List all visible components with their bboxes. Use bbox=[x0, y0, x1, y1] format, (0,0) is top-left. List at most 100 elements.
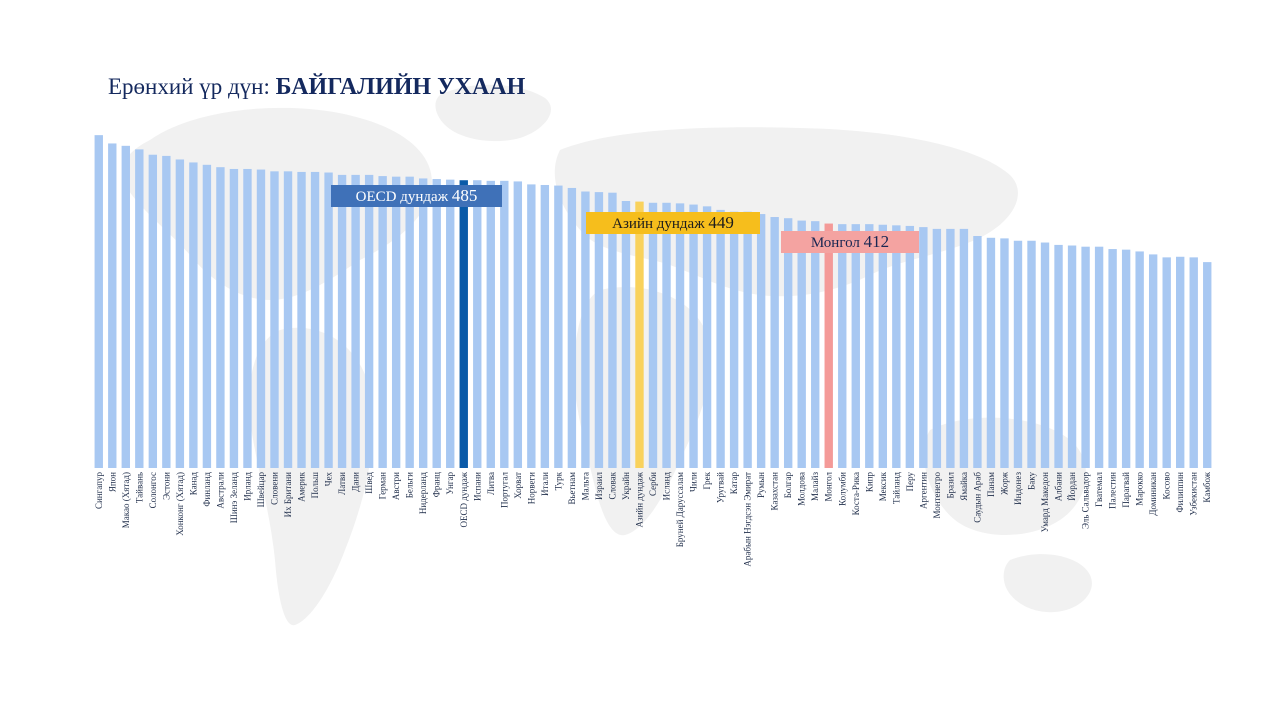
asia-callout-label: Азийн дундаж bbox=[612, 216, 705, 232]
bar-68 bbox=[1013, 240, 1023, 468]
bar-27 bbox=[459, 180, 468, 469]
bar-2 bbox=[121, 145, 130, 468]
x-tick-label-39: Украйн bbox=[621, 472, 631, 500]
bar-77 bbox=[1135, 251, 1144, 468]
bar-78 bbox=[1148, 254, 1158, 468]
x-tick-label-42: Исланд bbox=[662, 472, 672, 501]
x-tick-label-37: Израил bbox=[594, 471, 604, 499]
bar-35 bbox=[567, 187, 577, 468]
title-prefix: Ерөнхий үр дүн: bbox=[108, 74, 276, 99]
x-tick-label-32: Норвеги bbox=[526, 472, 536, 504]
x-tick-label-46: Уругвай bbox=[716, 472, 726, 503]
x-tick-label-9: Австрали bbox=[215, 472, 225, 509]
bar-17 bbox=[324, 172, 333, 468]
bar-64 bbox=[959, 228, 969, 468]
oecd-callout-label: OECD дундаж bbox=[355, 189, 449, 205]
x-tick-label-81: Узбекистан bbox=[1189, 472, 1199, 516]
x-tick-label-59: Тайланд bbox=[891, 472, 901, 504]
x-tick-label-71: Албани bbox=[1054, 472, 1064, 501]
x-tick-label-52: Молдова bbox=[797, 472, 807, 506]
x-tick-label-79: Косово bbox=[1162, 472, 1172, 500]
bar-82 bbox=[1203, 262, 1212, 468]
bar-16 bbox=[310, 171, 320, 468]
x-tick-label-25: Франц bbox=[432, 472, 442, 497]
x-tick-label-82: Камбож bbox=[1202, 471, 1212, 502]
bar-73 bbox=[1081, 246, 1090, 468]
x-tick-label-26: Унгар bbox=[445, 472, 455, 495]
bar-29 bbox=[486, 180, 495, 468]
x-tick-label-2: Макао (Хятад) bbox=[121, 472, 131, 528]
bar-54 bbox=[824, 223, 833, 468]
bar-56 bbox=[851, 224, 860, 468]
bar-45 bbox=[702, 206, 712, 468]
bar-72 bbox=[1067, 245, 1077, 468]
x-tick-label-63: Бразил bbox=[945, 471, 955, 498]
x-tick-label-67: Жорж bbox=[999, 471, 1009, 495]
bar-38 bbox=[608, 192, 617, 468]
bar-33 bbox=[540, 184, 550, 469]
bar-43 bbox=[675, 203, 685, 468]
x-tick-label-22: Австри bbox=[391, 472, 401, 500]
x-tick-label-12: Швейцар bbox=[256, 472, 266, 508]
bar-47 bbox=[729, 211, 739, 468]
x-tick-label-68: Индонез bbox=[1013, 472, 1023, 505]
bar-58 bbox=[878, 224, 887, 468]
x-tick-label-18: Латви bbox=[337, 472, 347, 495]
bar-23 bbox=[405, 176, 414, 469]
x-tick-label-77: Марокко bbox=[1135, 472, 1145, 506]
bar-71 bbox=[1054, 244, 1063, 468]
x-tick-label-13: Словени bbox=[269, 472, 279, 505]
x-tick-label-53: Малайз bbox=[810, 472, 820, 501]
x-tick-label-45: Грек bbox=[702, 471, 712, 489]
x-tick-label-17: Чех bbox=[324, 472, 334, 487]
x-tick-label-57: Кипр bbox=[864, 472, 874, 493]
bar-6 bbox=[175, 159, 185, 468]
bar-4 bbox=[148, 154, 158, 468]
x-tick-label-20: Швед bbox=[364, 472, 374, 494]
x-tick-label-72: Йордан bbox=[1067, 472, 1077, 501]
bar-52 bbox=[797, 220, 806, 468]
bar-26 bbox=[446, 179, 455, 468]
bar-42 bbox=[662, 202, 671, 468]
bar-3 bbox=[135, 149, 144, 468]
bar-40 bbox=[635, 201, 644, 468]
x-tick-label-5: Эстони bbox=[161, 472, 171, 500]
x-tick-label-78: Доминикан bbox=[1148, 472, 1158, 516]
x-tick-label-50: Казахстан bbox=[770, 472, 780, 511]
bar-49 bbox=[756, 214, 766, 468]
x-tick-label-36: Мальта bbox=[580, 472, 590, 500]
bar-7 bbox=[189, 162, 198, 468]
asia-callout-value: 449 bbox=[708, 213, 734, 232]
x-tick-label-30: Португал bbox=[499, 471, 509, 507]
x-tick-label-44: Чили bbox=[689, 472, 699, 492]
bar-28 bbox=[473, 180, 482, 469]
bar-70 bbox=[1040, 242, 1050, 468]
bar-0 bbox=[94, 135, 103, 468]
bar-48 bbox=[743, 211, 752, 468]
x-tick-label-58: Мексик bbox=[878, 471, 888, 501]
x-tick-label-1: Япон bbox=[107, 472, 117, 492]
x-tick-label-6: Хонконг (Хятад) bbox=[175, 472, 185, 536]
page-title: Ерөнхий үр дүн: БАЙГАЛИЙН УХААН bbox=[108, 74, 525, 101]
x-tick-label-28: Испани bbox=[472, 472, 482, 501]
bar-18 bbox=[337, 174, 347, 468]
bar-60 bbox=[905, 225, 915, 468]
x-tick-label-8: Финланд bbox=[202, 472, 212, 507]
oecd-average-callout: OECD дундаж 485 bbox=[331, 185, 502, 207]
x-tick-label-27: OECD дундаж bbox=[459, 471, 469, 527]
x-tick-label-10: Шинэ Зеланд bbox=[229, 472, 239, 524]
x-tick-label-11: Ирланд bbox=[242, 472, 252, 501]
x-tick-label-3: Тайвань bbox=[134, 472, 144, 503]
x-tick-label-60: Перу bbox=[905, 472, 915, 492]
asia-average-callout: Азийн дундаж 449 bbox=[586, 212, 760, 234]
title-main: БАЙГАЛИЙН УХААН bbox=[275, 74, 526, 100]
x-tick-label-61: Аргентин bbox=[918, 472, 928, 509]
bar-9 bbox=[216, 167, 225, 468]
x-tick-label-29: Литва bbox=[486, 472, 496, 495]
x-tick-label-15: Америк bbox=[297, 471, 307, 502]
x-tick-label-51: Болгар bbox=[783, 472, 793, 499]
bar-39 bbox=[621, 201, 631, 468]
x-tick-label-64: Ямайка bbox=[959, 472, 969, 501]
mongolia-callout: Монгол 412 bbox=[781, 231, 919, 253]
x-tick-label-35: Вьетнам bbox=[567, 472, 577, 505]
